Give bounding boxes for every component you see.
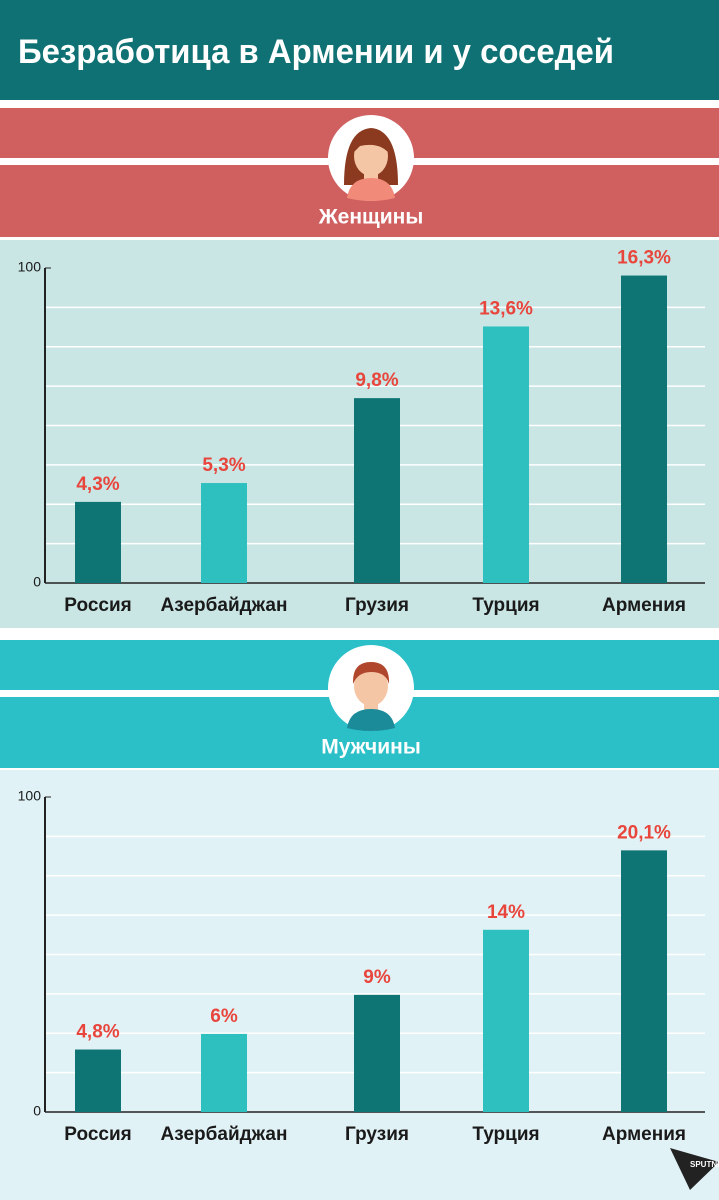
bar bbox=[621, 275, 667, 583]
value-label: 5,3% bbox=[202, 455, 245, 476]
value-label: 13,6% bbox=[479, 298, 533, 319]
x-tick-label: Россия bbox=[64, 1124, 131, 1145]
value-label: 4,8% bbox=[76, 1022, 119, 1043]
bar bbox=[354, 994, 400, 1112]
value-label: 4,3% bbox=[76, 474, 119, 495]
x-tick-label: Азербайджан bbox=[161, 595, 288, 616]
bar bbox=[621, 850, 667, 1112]
bar bbox=[75, 1049, 121, 1112]
value-label: 9% bbox=[363, 967, 391, 988]
y-tick-label: 0 bbox=[33, 574, 41, 590]
y-tick-label: 0 bbox=[33, 1103, 41, 1119]
y-tick-label: 100 bbox=[18, 259, 42, 275]
bar bbox=[201, 483, 247, 583]
logo: SPUTNIK bbox=[670, 1148, 719, 1190]
value-label: 9,8% bbox=[355, 370, 398, 391]
panel bbox=[0, 770, 719, 1200]
title: Безработица в Армении и у соседей bbox=[18, 33, 614, 71]
x-tick-label: Армения bbox=[602, 595, 686, 616]
x-tick-label: Азербайджан bbox=[161, 1124, 288, 1145]
value-label: 20,1% bbox=[617, 822, 671, 843]
bar bbox=[483, 326, 529, 583]
x-tick-label: Турция bbox=[472, 595, 539, 616]
logo-text: SPUTNIK bbox=[690, 1160, 719, 1169]
value-label: 6% bbox=[210, 1006, 238, 1027]
bar bbox=[201, 1033, 247, 1112]
bar bbox=[354, 398, 400, 583]
x-tick-label: Россия bbox=[64, 595, 131, 616]
value-label: 16,3% bbox=[617, 248, 671, 269]
woman-icon bbox=[328, 115, 414, 201]
x-tick-label: Грузия bbox=[345, 1124, 409, 1145]
chart-title: Женщины bbox=[318, 206, 424, 229]
bar bbox=[483, 929, 529, 1112]
header bbox=[0, 0, 719, 100]
x-tick-label: Турция bbox=[472, 1124, 539, 1145]
x-tick-label: Грузия bbox=[345, 595, 409, 616]
bar bbox=[75, 501, 121, 583]
value-label: 14% bbox=[487, 902, 525, 923]
man-icon bbox=[328, 645, 414, 731]
chart-title: Мужчины bbox=[321, 736, 421, 759]
y-tick-label: 100 bbox=[18, 788, 42, 804]
x-tick-label: Армения bbox=[602, 1124, 686, 1145]
